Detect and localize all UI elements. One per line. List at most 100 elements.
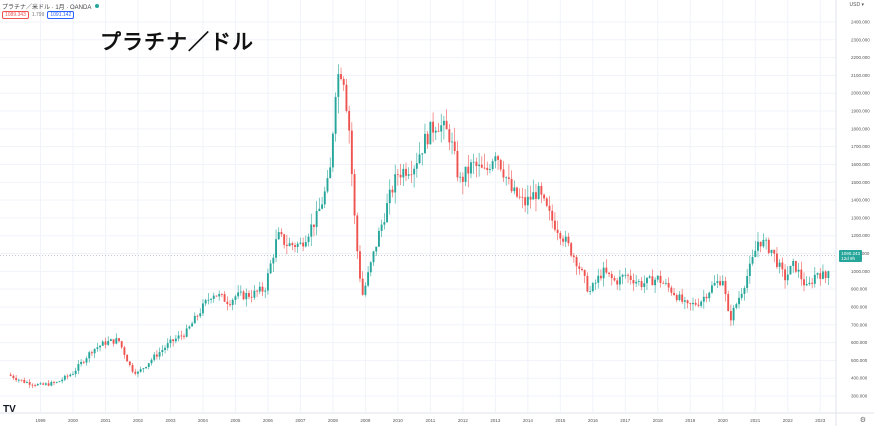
candle-body[interactable] [375, 246, 378, 252]
candle-body[interactable] [340, 74, 342, 79]
candle-body[interactable] [193, 315, 196, 324]
candle-body[interactable] [153, 354, 156, 360]
candle-body[interactable] [266, 273, 269, 291]
candle-body[interactable] [702, 296, 705, 302]
candle-body[interactable] [396, 174, 399, 176]
candle-body[interactable] [158, 352, 161, 357]
candle-body[interactable] [819, 273, 822, 279]
candle-body[interactable] [118, 338, 120, 342]
candle-body[interactable] [296, 243, 299, 247]
candle-body[interactable] [334, 96, 337, 134]
candle-body[interactable] [648, 276, 651, 278]
candle-body[interactable] [9, 374, 12, 376]
candle-body[interactable] [323, 191, 326, 205]
candle-body[interactable] [700, 301, 703, 306]
candle-body[interactable] [380, 224, 383, 231]
candle-body[interactable] [483, 167, 486, 169]
candle-body[interactable] [47, 383, 50, 386]
candle-body[interactable] [261, 286, 264, 292]
candle-body[interactable] [256, 290, 259, 292]
candle-body[interactable] [180, 335, 183, 337]
candle-body[interactable] [394, 174, 397, 193]
candle-body[interactable] [654, 279, 657, 286]
candle-body[interactable] [53, 382, 55, 383]
candle-body[interactable] [413, 168, 416, 175]
candle-body[interactable] [424, 133, 426, 154]
candle-body[interactable] [253, 290, 256, 298]
candle-body[interactable] [61, 379, 64, 382]
candle-body[interactable] [234, 296, 237, 300]
candle-body[interactable] [42, 383, 45, 385]
candle-body[interactable] [724, 280, 727, 295]
candle-body[interactable] [337, 74, 340, 97]
candle-body[interactable] [432, 121, 435, 133]
candle-body[interactable] [475, 161, 478, 167]
candle-body[interactable] [670, 287, 673, 293]
candle-body[interactable] [63, 375, 66, 380]
candle-body[interactable] [629, 275, 632, 281]
candle-body[interactable] [602, 267, 605, 279]
candle-body[interactable] [803, 279, 805, 286]
candle-body[interactable] [329, 167, 332, 179]
candle-body[interactable] [464, 166, 467, 182]
candle-body[interactable] [364, 285, 367, 295]
candle-body[interactable] [369, 262, 372, 273]
candle-body[interactable] [456, 150, 459, 178]
candle-body[interactable] [808, 282, 811, 285]
candle-body[interactable] [686, 300, 689, 304]
candle-body[interactable] [572, 255, 575, 258]
candle-body[interactable] [128, 361, 131, 365]
candle-body[interactable] [681, 294, 684, 302]
candle-body[interactable] [594, 282, 597, 284]
candle-body[interactable] [12, 375, 15, 379]
candle-body[interactable] [540, 185, 543, 195]
candle-body[interactable] [402, 168, 405, 178]
candle-body[interactable] [822, 271, 824, 279]
candle-body[interactable] [659, 275, 662, 283]
candle-body[interactable] [811, 282, 814, 284]
candle-body[interactable] [115, 338, 118, 344]
candle-body[interactable] [17, 379, 20, 381]
candle-body[interactable] [683, 300, 686, 302]
candle-body[interactable] [537, 185, 540, 199]
candle-body[interactable] [169, 339, 172, 344]
candle-body[interactable] [797, 269, 800, 272]
candle-body[interactable] [748, 263, 751, 277]
candle-body[interactable] [93, 348, 96, 354]
candle-body[interactable] [356, 215, 359, 252]
candle-body[interactable] [96, 347, 99, 349]
candle-body[interactable] [88, 352, 91, 359]
ask-button[interactable]: 1091.142 [47, 11, 75, 19]
candle-body[interactable] [31, 384, 34, 386]
candle-body[interactable] [367, 272, 370, 286]
symbol-label[interactable]: プラチナ／米ドル · 1月 · OANDA [2, 4, 92, 11]
candle-body[interactable] [112, 339, 115, 344]
candle-body[interactable] [210, 298, 213, 300]
candle-body[interactable] [667, 282, 670, 288]
candle-body[interactable] [729, 310, 732, 321]
tradingview-logo-icon[interactable]: TV [3, 404, 16, 415]
candle-body[interactable] [226, 301, 229, 305]
candle-body[interactable] [675, 294, 678, 301]
candle-body[interactable] [239, 291, 242, 293]
gear-icon[interactable]: ⚙ [859, 417, 866, 424]
candle-body[interactable] [275, 239, 277, 258]
candle-body[interactable] [418, 154, 421, 164]
candle-body[interactable] [759, 241, 762, 247]
candle-body[interactable] [529, 196, 532, 200]
candle-body[interactable] [302, 242, 305, 247]
candle-body[interactable] [299, 242, 302, 244]
candle-body[interactable] [521, 196, 524, 198]
candle-body[interactable] [451, 141, 453, 143]
candle-body[interactable] [646, 277, 648, 284]
candle-body[interactable] [505, 177, 508, 179]
candle-body[interactable] [215, 295, 218, 297]
candle-body[interactable] [361, 278, 364, 295]
candle-body[interactable] [82, 361, 85, 363]
candle-body[interactable] [66, 375, 69, 377]
candle-body[interactable] [399, 174, 402, 178]
candle-body[interactable] [624, 274, 627, 276]
candle-body[interactable] [188, 326, 191, 329]
candle-body[interactable] [307, 236, 310, 243]
candle-body[interactable] [318, 208, 321, 212]
